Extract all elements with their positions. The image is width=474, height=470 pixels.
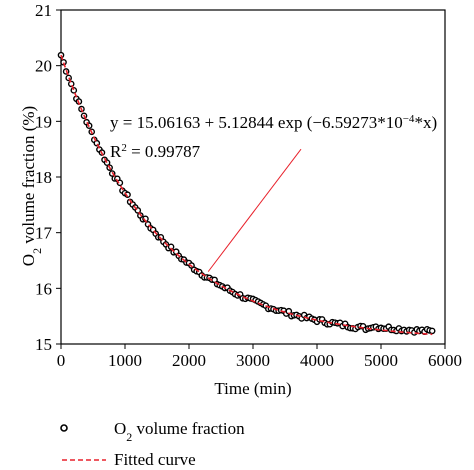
y-tick-label: 16 xyxy=(35,279,52,298)
data-point xyxy=(428,327,436,335)
y-tick-label: 17 xyxy=(35,224,53,243)
x-tick-label: 4000 xyxy=(300,351,334,370)
x-axis-title: Time (min) xyxy=(214,379,291,398)
y-tick-label: 18 xyxy=(35,168,52,187)
legend: O2 volume fraction Fitted curve xyxy=(60,419,245,469)
data-point xyxy=(93,139,101,147)
legend-label-o2: O2 volume fraction xyxy=(114,419,245,444)
y-tick-label: 15 xyxy=(35,335,52,354)
x-tick-label: 6000 xyxy=(428,351,462,370)
x-tick-label: 3000 xyxy=(236,351,270,370)
r-squared: R2 = 0.99787 xyxy=(110,142,201,161)
y-axis-title: O2 volume fraction (%) xyxy=(19,106,44,266)
x-tick-label: 1000 xyxy=(108,351,142,370)
fit-equation: y = 15.06163 + 5.12844 exp (−6.59273*10−… xyxy=(110,113,437,132)
legend-marker-o2 xyxy=(60,424,68,432)
legend-label-fit: Fitted curve xyxy=(114,450,196,469)
y-tick-label: 20 xyxy=(35,57,52,76)
y-tick-label: 21 xyxy=(35,1,52,20)
x-tick-label: 2000 xyxy=(172,351,206,370)
x-tick-label: 5000 xyxy=(364,351,398,370)
fitted-curve-line xyxy=(60,54,433,336)
series-o2-points xyxy=(57,51,436,336)
annotation-pointer xyxy=(207,148,302,272)
x-tick-label: 0 xyxy=(57,351,66,370)
y-tick-label: 19 xyxy=(35,112,52,131)
